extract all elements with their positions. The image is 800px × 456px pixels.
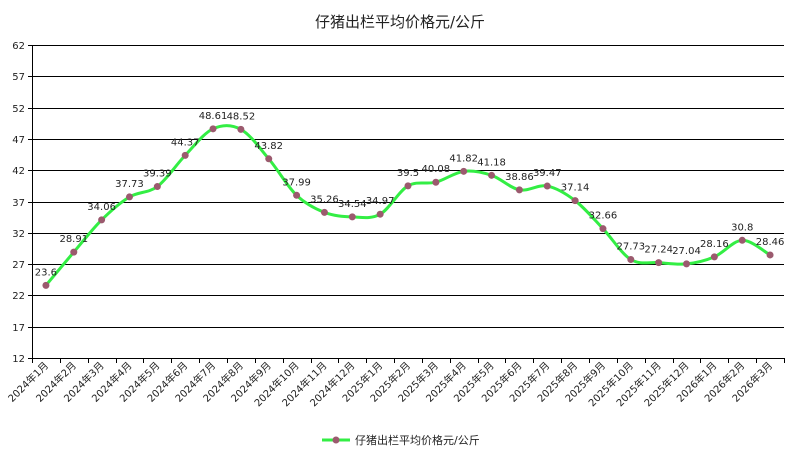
data-point xyxy=(599,225,607,233)
data-label: 38.86 xyxy=(505,172,534,183)
data-label: 41.18 xyxy=(477,157,506,168)
data-point xyxy=(125,193,133,201)
y-tick-label: 47 xyxy=(12,135,25,146)
y-tick-label: 12 xyxy=(12,354,25,365)
data-label: 34.97 xyxy=(366,196,395,207)
y-tick-label: 32 xyxy=(12,229,25,240)
y-axis-ticks: 12 17 22 27 32 37 42 47 52 57 62 xyxy=(12,41,32,365)
data-label: 43.82 xyxy=(254,141,283,152)
data-point xyxy=(376,210,384,218)
data-point xyxy=(432,178,440,186)
chart-title: 仔猪出栏平均价格元/公斤 xyxy=(315,13,485,31)
data-point xyxy=(237,125,245,133)
data-point xyxy=(181,151,189,159)
data-point xyxy=(738,236,746,244)
legend: 仔猪出栏平均价格元/公斤 xyxy=(322,433,480,447)
data-label: 39.47 xyxy=(533,168,562,179)
data-label: 27.73 xyxy=(616,242,645,253)
data-label: 27.24 xyxy=(644,245,673,256)
data-point xyxy=(265,155,273,163)
data-label: 27.04 xyxy=(672,246,701,257)
data-label: 28.91 xyxy=(59,234,88,245)
data-label: 48.52 xyxy=(227,111,256,122)
data-point xyxy=(655,259,663,267)
data-label: 28.16 xyxy=(700,239,729,250)
data-point xyxy=(70,248,78,256)
data-point xyxy=(460,167,468,175)
data-point xyxy=(766,251,774,259)
y-tick-label: 42 xyxy=(12,166,25,177)
data-label: 39.39 xyxy=(143,169,172,180)
y-tick-label: 57 xyxy=(12,72,25,83)
data-point xyxy=(404,182,412,190)
gridlines xyxy=(32,45,784,359)
data-point xyxy=(320,208,328,216)
y-tick-label: 17 xyxy=(12,323,25,334)
data-point xyxy=(683,260,691,268)
data-point xyxy=(571,197,579,205)
x-axis-ticks: 2024年1月2024年2月2024年3月2024年4月2024年5月2024年… xyxy=(5,358,785,409)
data-label: 41.82 xyxy=(449,153,478,164)
data-label: 39.5 xyxy=(397,168,419,179)
data-label: 32.66 xyxy=(589,211,618,222)
data-label: 30.8 xyxy=(731,222,753,233)
data-label: 37.99 xyxy=(282,177,311,188)
y-tick-label: 52 xyxy=(12,104,25,115)
data-point xyxy=(710,253,718,261)
data-label: 23.6 xyxy=(35,267,57,278)
data-label: 35.26 xyxy=(310,194,339,205)
y-tick-label: 62 xyxy=(12,41,25,52)
data-label: 34.54 xyxy=(338,199,367,210)
data-label: 48.61 xyxy=(199,111,228,122)
data-label: 28.46 xyxy=(756,237,785,248)
legend-label: 仔猪出栏平均价格元/公斤 xyxy=(355,433,480,447)
data-point xyxy=(153,183,161,191)
data-point xyxy=(209,125,217,133)
data-point xyxy=(293,191,301,199)
y-tick-label: 22 xyxy=(12,291,25,302)
data-label: 37.14 xyxy=(561,183,590,194)
data-label: 44.37 xyxy=(171,137,200,148)
axes xyxy=(32,45,784,359)
data-point xyxy=(98,216,106,224)
data-label: 34.06 xyxy=(87,202,116,213)
y-tick-label: 37 xyxy=(12,198,25,209)
data-point xyxy=(515,186,523,194)
y-tick-label: 27 xyxy=(12,260,25,271)
data-label: 40.08 xyxy=(422,164,451,175)
data-point xyxy=(348,213,356,221)
data-label: 37.73 xyxy=(115,179,144,190)
data-point xyxy=(488,171,496,179)
legend-marker-swatch xyxy=(332,436,340,444)
data-point xyxy=(543,182,551,190)
data-point xyxy=(42,281,50,289)
data-point xyxy=(627,256,635,264)
